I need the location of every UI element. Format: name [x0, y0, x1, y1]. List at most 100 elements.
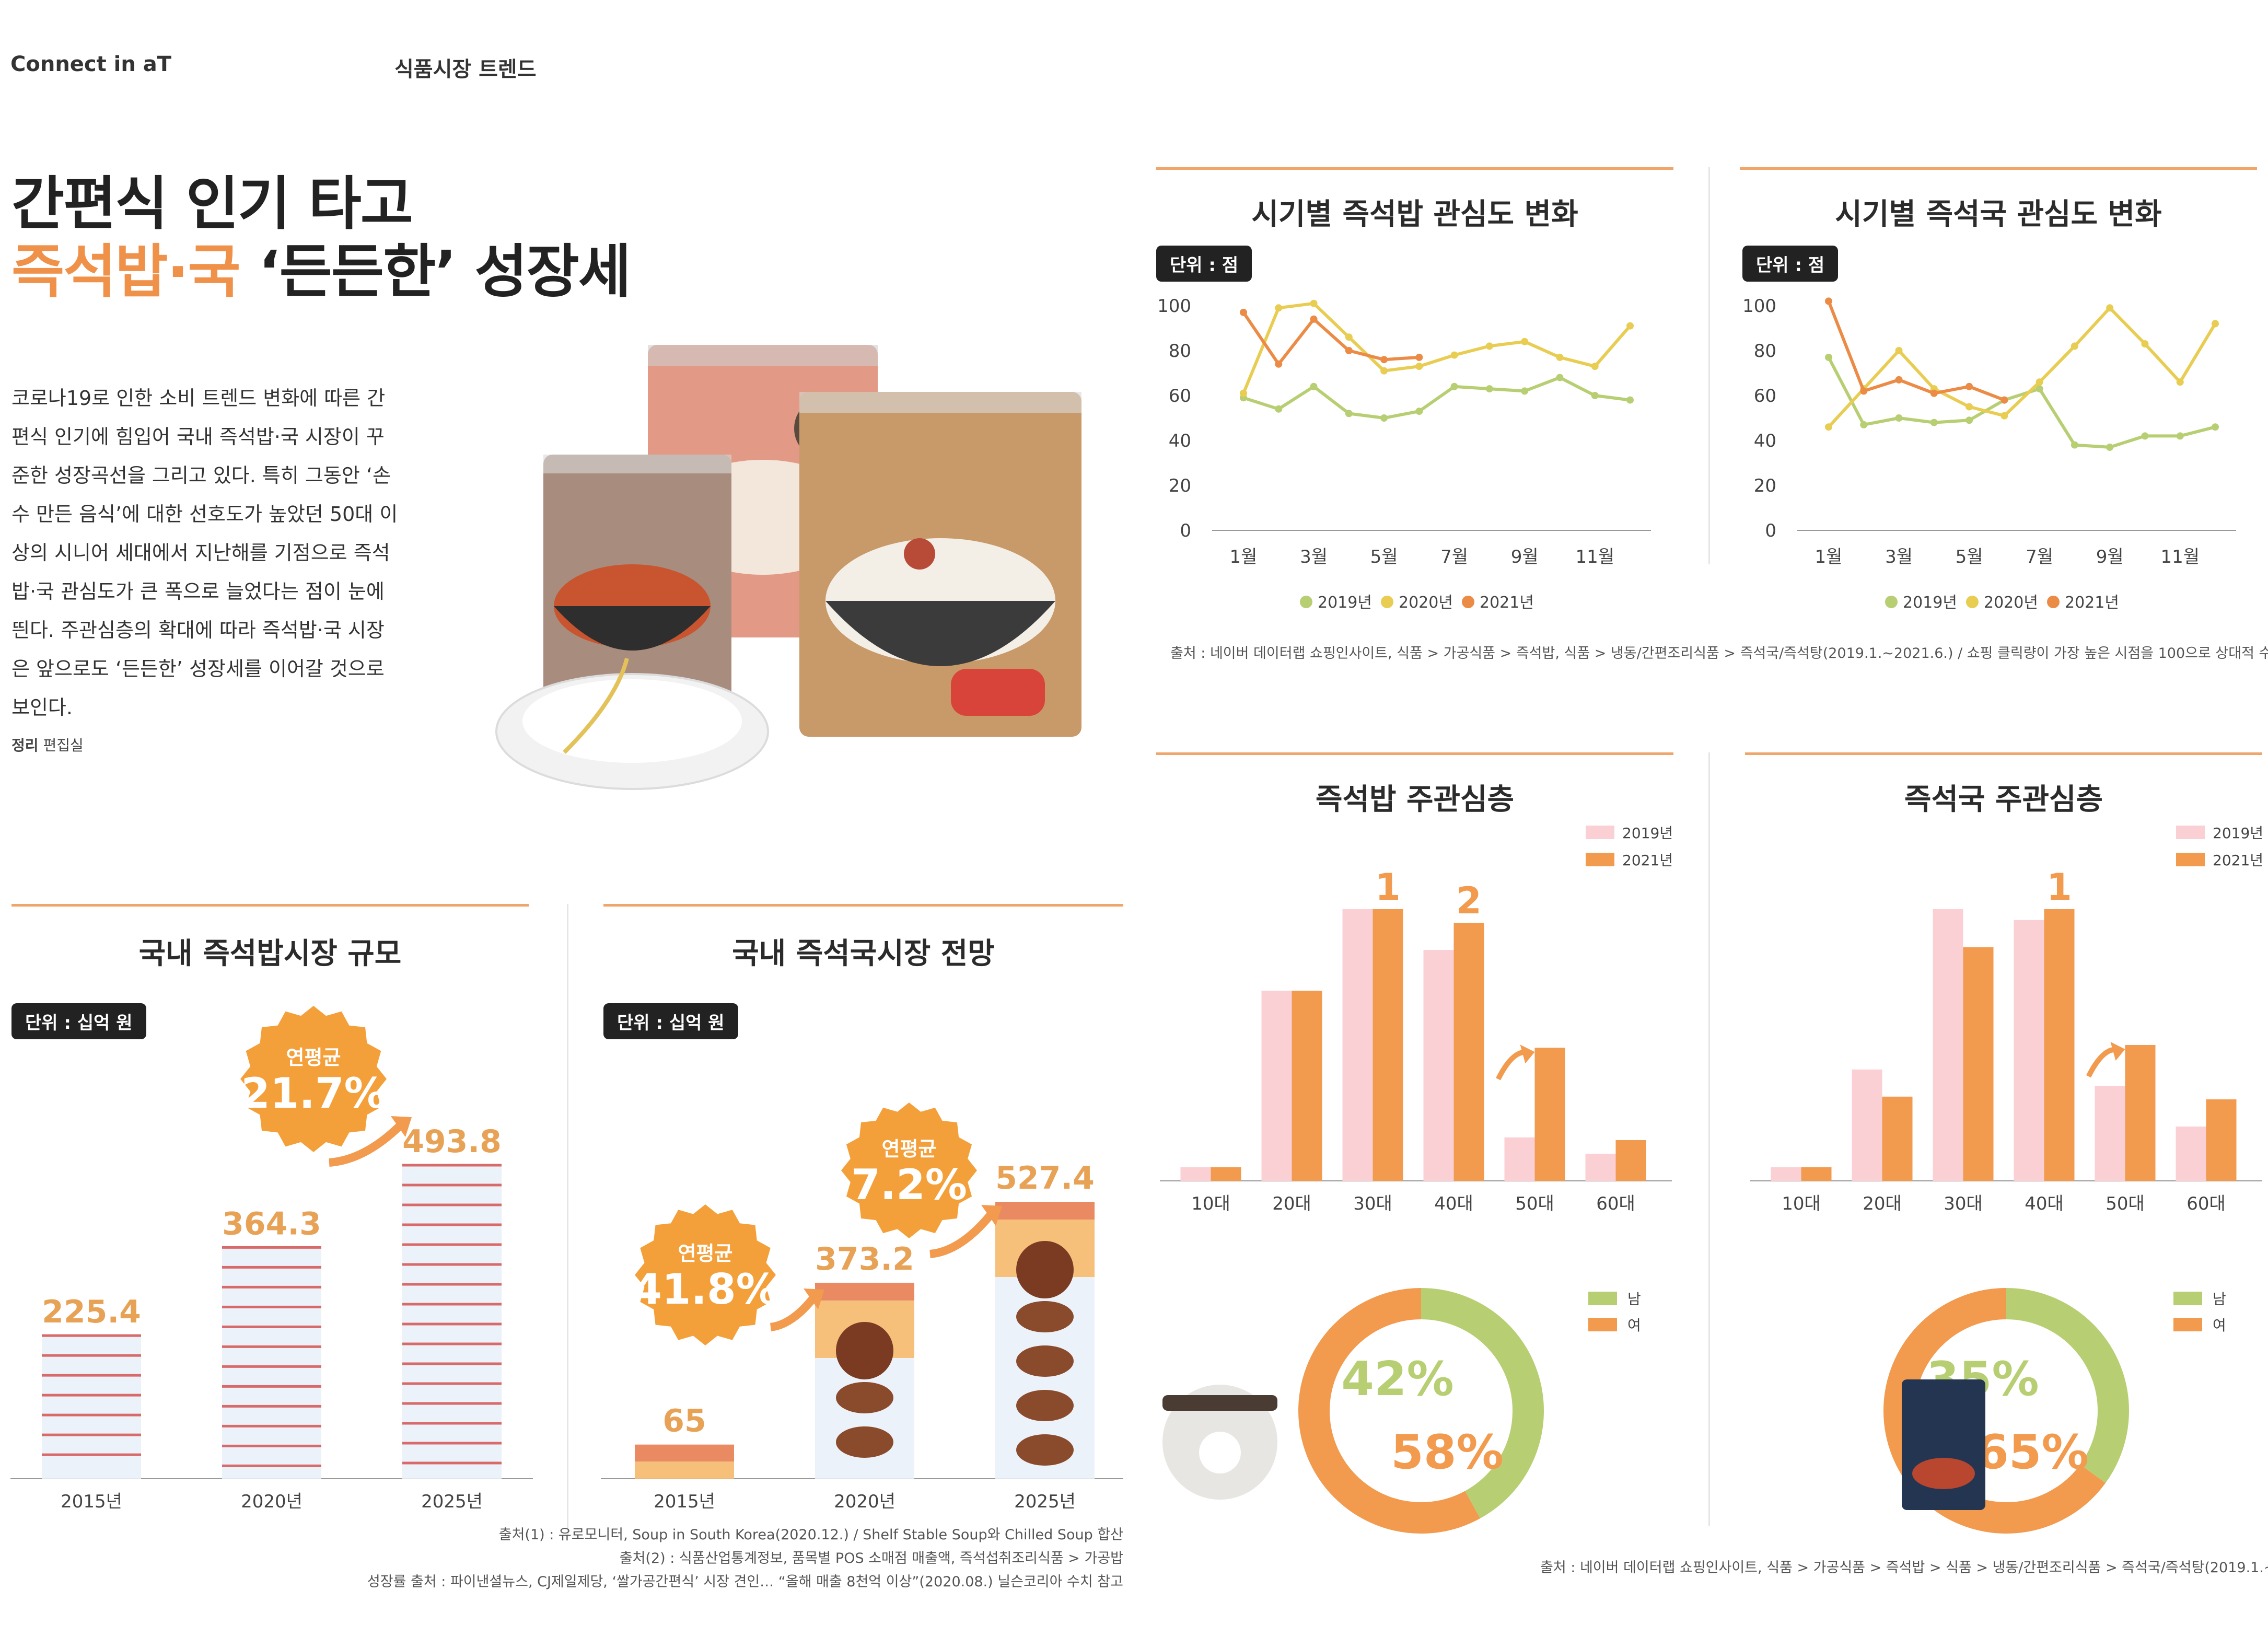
x-tick-label: 5월 — [1956, 547, 1983, 567]
data-point — [1591, 392, 1599, 399]
data-point — [1310, 315, 1318, 323]
data-point — [1556, 374, 1564, 381]
x-tick-label: 50대 — [2106, 1193, 2145, 1214]
data-point — [1485, 342, 1493, 350]
bar-2021년-60대 — [1615, 1140, 1646, 1181]
x-tick-label: 2020년 — [241, 1491, 303, 1512]
bar-2019년-50대 — [1504, 1137, 1535, 1181]
legend-label: 2021년 — [1480, 594, 1534, 612]
source-market-1: 출처(1) : 유로모니터, Soup in South Korea(2020.… — [498, 1527, 1123, 1543]
soup-age-title: 즉석국 주관심층 — [1904, 783, 2103, 817]
y-tick-label: 80 — [1169, 341, 1191, 362]
series-line-2019년 — [1243, 376, 1631, 420]
data-point — [1825, 297, 1832, 305]
legend-label: 2020년 — [1984, 594, 2038, 612]
data-point — [1860, 421, 1868, 428]
rule-soup-trend — [1740, 167, 2257, 170]
growth-arrow-2 — [929, 1210, 996, 1258]
x-tick-label: 2015년 — [654, 1491, 715, 1512]
rule-soup-age — [1745, 752, 2262, 755]
food-illustration — [495, 345, 1081, 790]
x-tick-label: 50대 — [1515, 1193, 1554, 1214]
x-tick-label: 2015년 — [61, 1491, 122, 1512]
rice-trend-title: 시기별 즉석밥 관심도 변화 — [1251, 198, 1578, 231]
soup-age-chart: 10대 20대 30대 40대 50대 60대 1 2 2019년 2021년 — [1750, 825, 2263, 1214]
cagr-badge — [240, 1006, 387, 1152]
bar-2019년-20대 — [1852, 1069, 1882, 1181]
data-point — [1415, 363, 1423, 370]
y-tick-label: 20 — [1754, 475, 1776, 496]
soup-trend-unit: 단위 : 점 — [1742, 246, 1839, 282]
x-tick-label: 30대 — [1944, 1193, 1983, 1214]
data-point — [1275, 360, 1283, 368]
stack-bowl — [1016, 1301, 1074, 1332]
legend-marker — [1462, 596, 1474, 608]
legend-label: 2021년 — [1622, 852, 1673, 869]
data-point — [2001, 412, 2008, 420]
x-tick-label: 40대 — [1434, 1193, 1473, 1214]
rule-rice-age — [1156, 752, 1673, 755]
data-point — [1310, 382, 1318, 390]
data-point — [1626, 396, 1634, 404]
soup-bowl-icon — [836, 1321, 893, 1379]
series-line-2021년 — [1242, 311, 1420, 366]
data-point — [2036, 385, 2043, 393]
x-tick-label: 11월 — [1575, 547, 1614, 567]
data-point — [2141, 340, 2149, 348]
x-tick-label: 7월 — [2026, 547, 2053, 567]
x-tick-label: 5월 — [1370, 547, 1398, 567]
data-point — [1415, 353, 1423, 361]
headline-line2: 즉석밥·국 ‘든든한’ 성장세 — [11, 225, 631, 308]
kimchi-dish — [951, 669, 1045, 716]
data-point — [1521, 338, 1529, 345]
cagr-label: 연평균 — [286, 1046, 341, 1069]
credit-name: 편집실 — [43, 737, 84, 754]
series-line-2019년 — [1827, 356, 2216, 449]
credit: 정리 편집실 — [11, 734, 84, 755]
data-point — [1556, 353, 1564, 361]
legend-marker — [1966, 596, 1979, 608]
data-point — [2176, 378, 2184, 386]
x-tick-label: 60대 — [1596, 1193, 1635, 1214]
magazine-brand: Connect in aT — [10, 52, 172, 76]
data-point — [1930, 419, 1938, 426]
bar-2019년-40대 — [1423, 950, 1454, 1181]
divider-market — [567, 904, 568, 1536]
rule-rice-trend — [1156, 167, 1673, 170]
data-point — [2106, 304, 2114, 312]
bar-fill — [635, 1461, 734, 1479]
data-point — [1965, 382, 1973, 390]
legend-label: 2021년 — [2213, 852, 2263, 869]
series-line-2021년 — [1827, 300, 2005, 402]
stack-bowl — [1016, 1390, 1074, 1421]
y-tick-label: 0 — [1180, 520, 1191, 541]
legend-marker — [1586, 853, 1614, 866]
bar-2021년-40대 — [2044, 909, 2075, 1181]
bar-2019년-60대 — [2176, 1127, 2206, 1181]
x-tick-label: 2025년 — [1014, 1491, 1076, 1512]
legend-label: 여 — [2213, 1317, 2226, 1334]
x-tick-label: 1월 — [1815, 547, 1843, 567]
data-point — [1240, 308, 1247, 316]
value-label: 65 — [662, 1403, 706, 1440]
legend-label: 2021년 — [2065, 594, 2119, 612]
data-point — [1591, 363, 1599, 370]
bar-2015년 — [635, 1444, 734, 1462]
cagr-2015-2020-badge — [635, 1204, 776, 1345]
data-point — [1895, 376, 1903, 384]
x-tick-label: 20대 — [1272, 1193, 1311, 1214]
growth-arrowhead — [2110, 1042, 2125, 1061]
data-point — [2212, 320, 2219, 328]
legend-marker — [2173, 1318, 2202, 1331]
intro-paragraph: 코로나19로 인한 소비 트렌드 변화에 따른 간편식 인기에 힘입어 국내 즉… — [11, 387, 398, 719]
soup-market-chart: 652015년373.22020년527.42025년연평균41.8%연평균7.… — [601, 1102, 1123, 1512]
data-point — [2212, 423, 2219, 431]
stack-bowl — [836, 1426, 893, 1458]
x-tick-label: 40대 — [2025, 1193, 2064, 1214]
headline-rest: ‘든든한’ 성장세 — [239, 238, 631, 305]
x-tick-label: 1월 — [1230, 547, 1258, 567]
growth-arrow-head — [391, 1116, 412, 1137]
soup-market-unit: 단위 : 십억 원 — [603, 1003, 738, 1039]
bar-2019년-60대 — [1585, 1154, 1616, 1181]
